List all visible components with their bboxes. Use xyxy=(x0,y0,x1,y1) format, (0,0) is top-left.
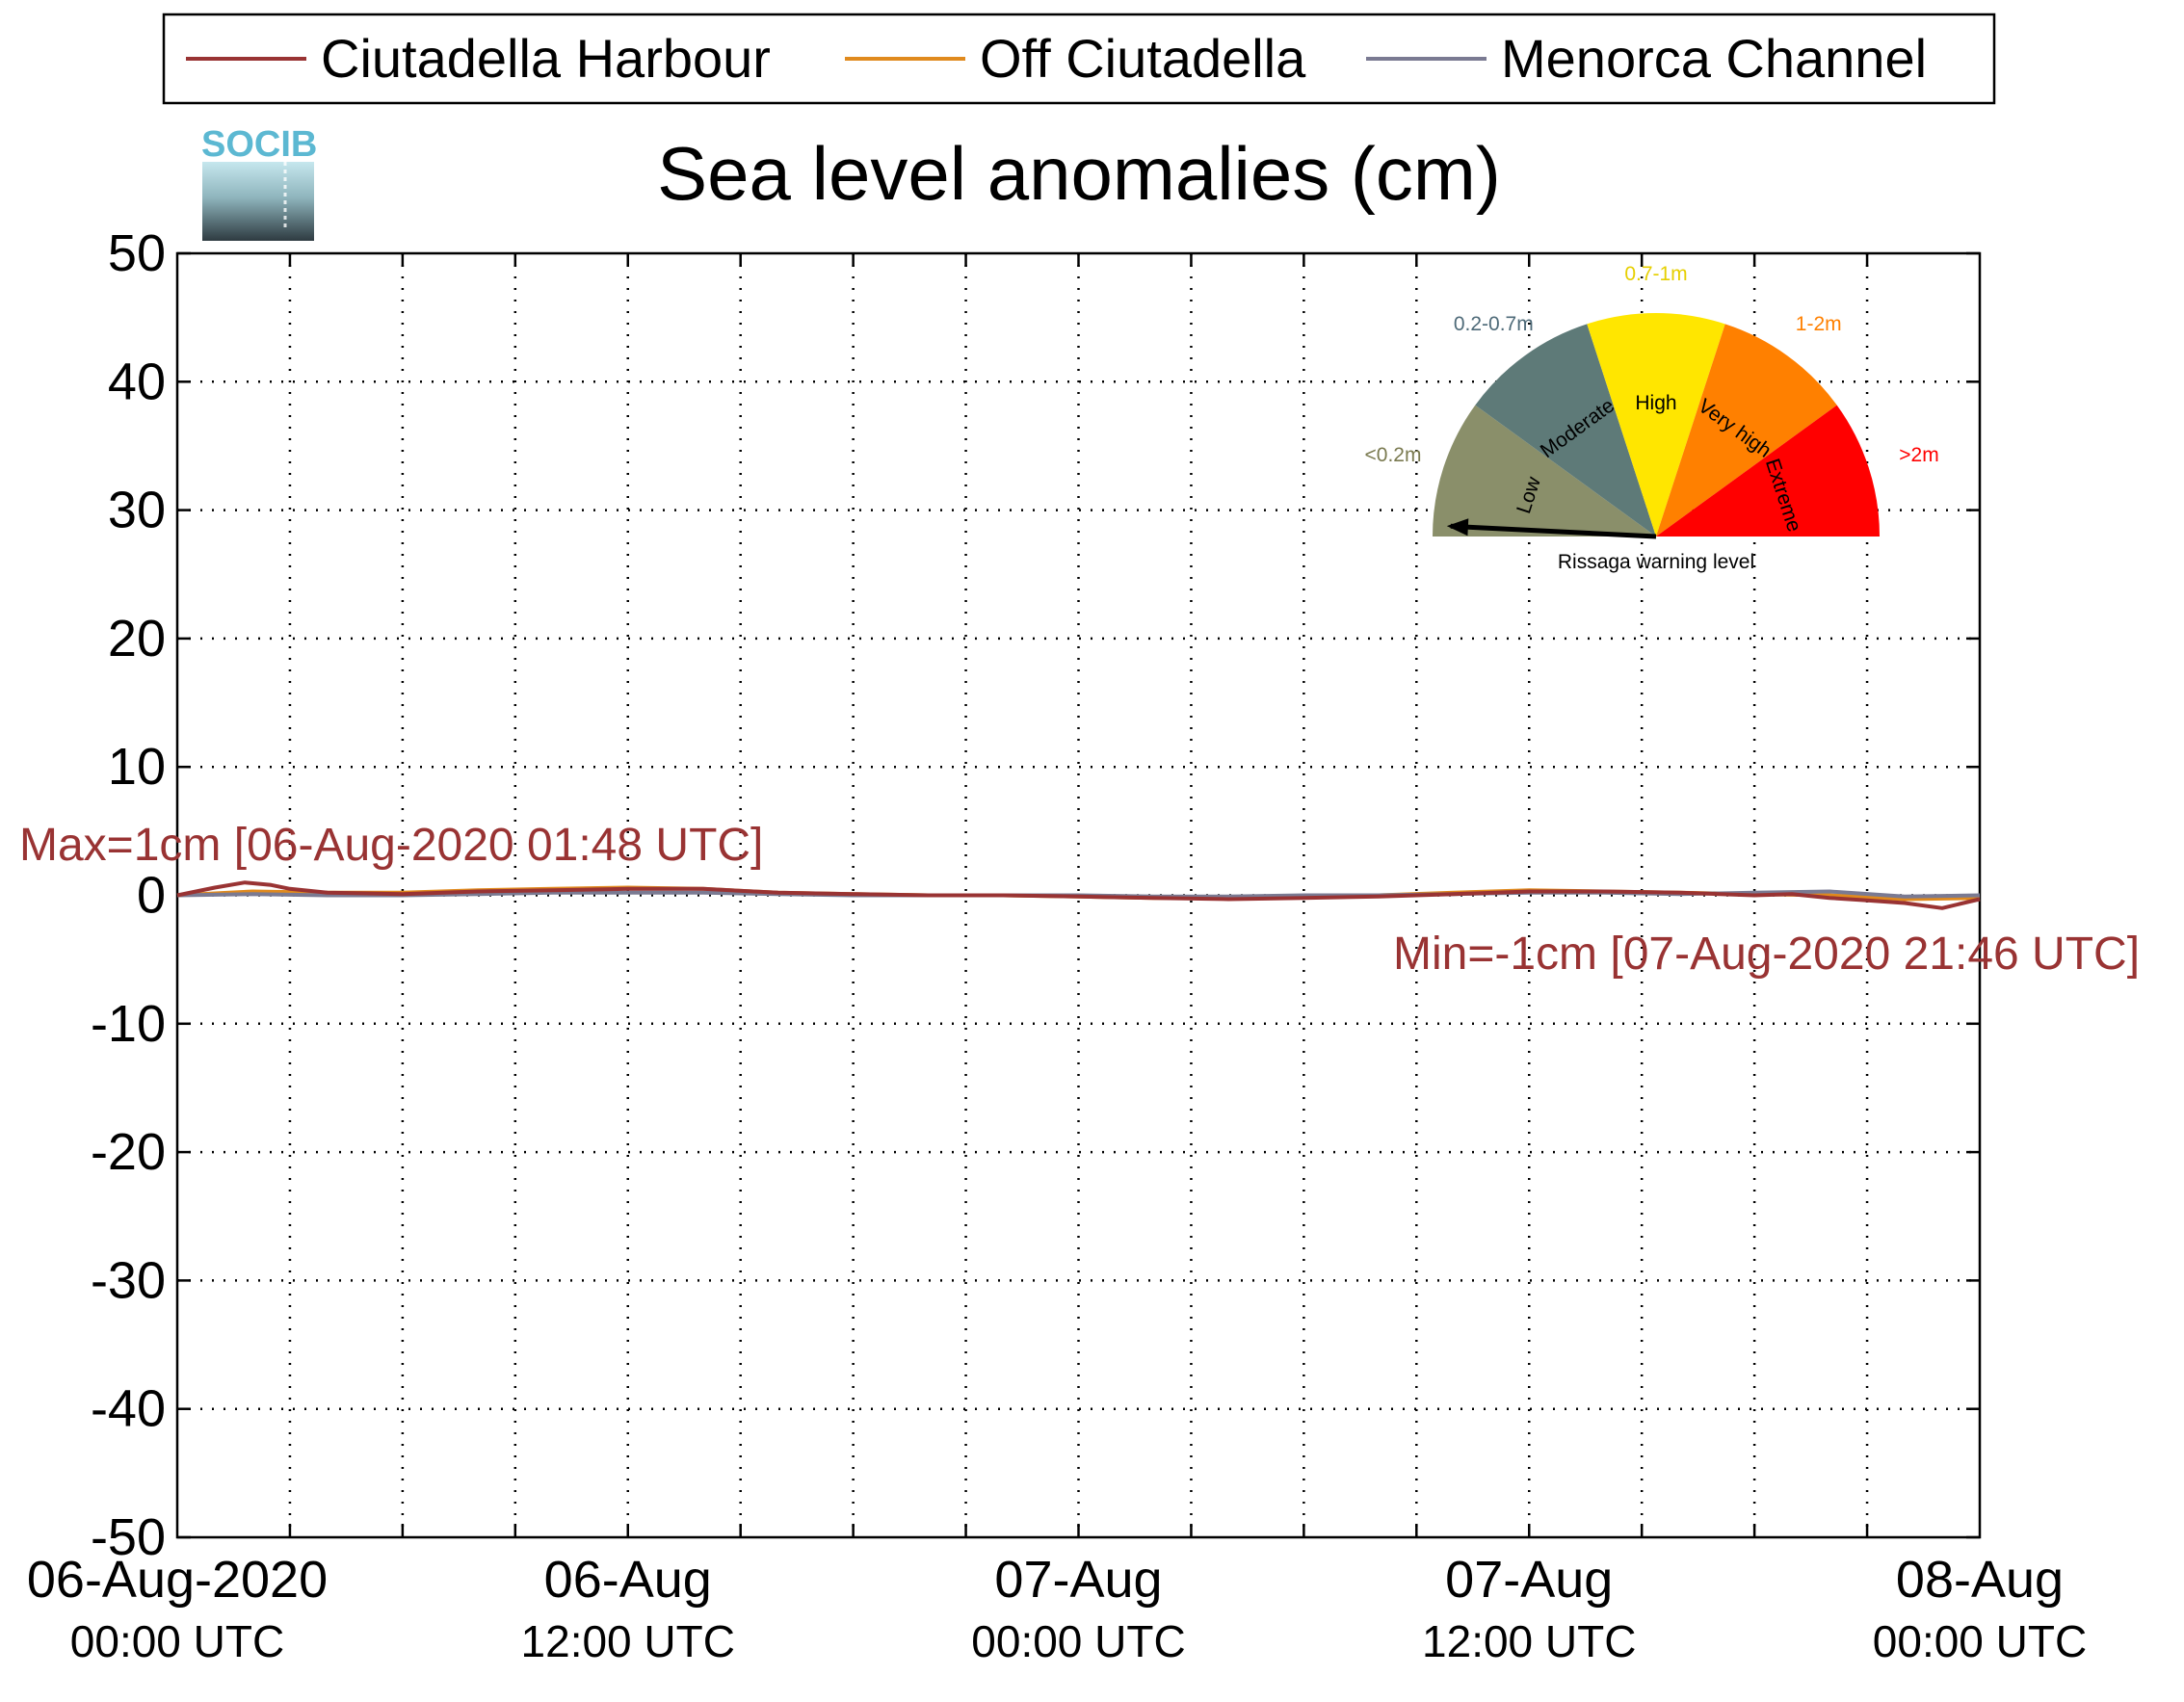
rissaga-warning-gauge: Rissaga warning level Low<0.2m Moderate0.… xyxy=(1365,263,1939,573)
x-tick-date-label: 06-Aug-2020 xyxy=(27,1551,328,1609)
y-tick-label: 0 xyxy=(137,867,166,925)
y-axis: 50 40 30 20 10 0 -10 -20 -30 -40 -50 xyxy=(91,224,1980,1566)
gauge-needle xyxy=(1450,523,1657,539)
y-tick-label: 50 xyxy=(108,224,166,282)
legend-box xyxy=(162,13,1996,105)
legend-label-menorca-channel: Menorca Channel xyxy=(1501,28,1927,89)
x-tick-date-label: 07-Aug xyxy=(1445,1551,1613,1609)
legend-label-off-ciutadella: Off Ciutadella xyxy=(980,28,1306,89)
x-tick-time-label: 00:00 UTC xyxy=(971,1616,1185,1666)
gauge-sector-extreme xyxy=(1656,405,1880,537)
x-tick-time-label: 00:00 UTC xyxy=(1873,1616,2087,1666)
gauge-sector-low xyxy=(1433,405,1656,537)
series-lines xyxy=(176,880,1981,910)
legend: Ciutadella Harbour Off Ciutadella Menorc… xyxy=(162,13,1996,105)
legend-label-ciutadella-harbour: Ciutadella Harbour xyxy=(321,28,771,89)
chart-title: Sea level anomalies (cm) xyxy=(657,131,1501,216)
y-tick-label: -10 xyxy=(91,995,166,1053)
socib-logo-image xyxy=(202,162,314,241)
y-tick-label: -40 xyxy=(91,1380,166,1438)
gauge-needle-head xyxy=(1446,518,1469,537)
x-tick-date-label: 08-Aug xyxy=(1896,1551,2064,1609)
gauge-range-label-extreme: >2m xyxy=(1899,444,1938,466)
gauge-range-label-high: 0.7-1m xyxy=(1624,263,1687,285)
socib-logo-text: SOCIB xyxy=(201,124,317,165)
y-tick-label: -30 xyxy=(91,1251,166,1309)
x-tick-time-label: 00:00 UTC xyxy=(70,1616,284,1666)
gauge-range-label-moderate: 0.2-0.7m xyxy=(1454,313,1534,335)
x-tick-time-label: 12:00 UTC xyxy=(521,1616,735,1666)
gauge-sector-high xyxy=(1587,313,1725,537)
gauge-sector-moderate xyxy=(1475,324,1656,537)
y-tick-label: 40 xyxy=(108,353,166,410)
y-tick-label: 10 xyxy=(108,738,166,796)
gauge-caption: Rissaga warning level xyxy=(1558,551,1754,573)
series-line-ciutadella-harbour xyxy=(176,880,1981,910)
y-tick-label: 20 xyxy=(108,610,166,668)
y-tick-label: -20 xyxy=(91,1123,166,1181)
gauge-range-label-very-high: 1-2m xyxy=(1796,313,1842,335)
x-tick-date-label: 06-Aug xyxy=(544,1551,712,1609)
gauge-sector-very-high xyxy=(1656,324,1837,537)
socib-logo: SOCIB xyxy=(201,124,317,241)
x-tick-date-label: 07-Aug xyxy=(994,1551,1162,1609)
x-axis: 06-Aug-2020 00:00 UTC 06-Aug 12:00 UTC 07-Au… xyxy=(27,253,2087,1666)
y-tick-label: -50 xyxy=(91,1508,166,1566)
max-annotation: Max=1cm [06-Aug-2020 01:48 UTC] xyxy=(19,820,763,871)
min-annotation: Min=-1cm [07-Aug-2020 21:46 UTC] xyxy=(1393,929,2140,980)
gauge-range-label-low: <0.2m xyxy=(1365,444,1422,466)
gauge-sector-label-high: High xyxy=(1635,392,1676,414)
y-tick-label: 30 xyxy=(108,482,166,539)
x-tick-time-label: 12:00 UTC xyxy=(1422,1616,1636,1666)
